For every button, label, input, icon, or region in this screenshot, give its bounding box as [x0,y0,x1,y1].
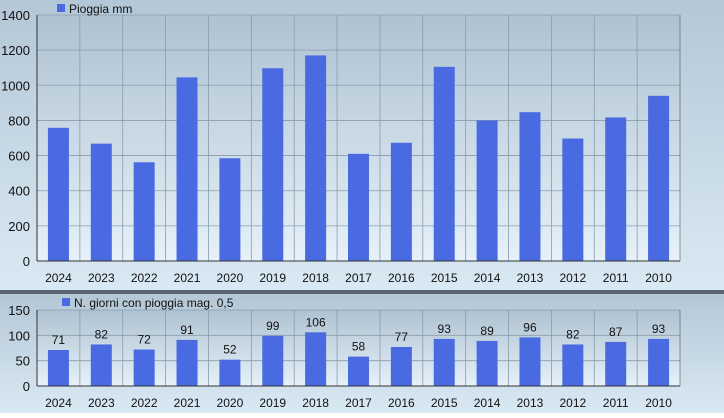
days-x-tick-label: 2024 [45,396,72,410]
days-bar [133,349,155,386]
rain-y-tick-label: 200 [8,219,30,234]
rain-bar [262,68,284,262]
rain-chart: 0 200 400 600 800 1000 1200 1400 2024 2023 2022 20… [0,0,724,290]
days-x-tick-label: 2014 [474,396,501,410]
days-data-label: 89 [480,324,494,338]
days-x-tick-label: 2023 [88,396,115,410]
rain-y-tick-label: 1400 [1,8,30,23]
rain-legend-swatch [57,4,65,12]
days-data-label: 77 [395,330,409,344]
rain-x-tick-label: 2012 [559,271,586,285]
days-x-tick-label: 2019 [259,396,286,410]
days-y-tick-label: 150 [8,303,30,318]
days-bar [90,344,112,386]
rain-x-tick-label: 2020 [217,271,244,285]
days-data-label: 71 [52,333,66,347]
days-bar [433,338,455,386]
days-x-tick-label: 2022 [131,396,158,410]
days-x-tick-label: 2011 [603,396,629,410]
days-bar [562,344,584,386]
days-bar [519,337,541,386]
days-chart: 71 82 72 91 52 99 106 58 77 93 89 96 82 87 93 0 50 100 15… [0,294,724,413]
days-x-tick-label: 2010 [645,396,672,410]
days-bar [476,340,498,386]
rain-bar [133,162,155,261]
rain-y-tick-label: 1200 [1,43,30,58]
days-data-label: 52 [223,343,237,357]
days-data-label: 99 [266,319,280,333]
rain-x-tick-label: 2022 [131,271,158,285]
days-data-label: 93 [438,322,452,336]
rain-legend-label: Pioggia mm [69,2,132,16]
rain-bar [219,158,241,261]
days-y-tick-label: 50 [16,354,30,369]
rain-y-tick-label: 400 [8,184,30,199]
days-legend-label: N. giorni con pioggia mag. 0,5 [74,296,234,310]
rain-y-tick-label: 0 [23,254,30,269]
rain-x-tick-label: 2024 [45,271,72,285]
days-data-label: 72 [137,333,151,347]
rain-bar [562,138,584,261]
rain-bar [390,142,412,261]
rain-bar [648,95,670,261]
days-data-label: 82 [95,327,109,341]
days-bar [176,339,198,386]
rain-bar [90,143,112,261]
days-y-tick-label: 100 [8,328,30,343]
rain-bar [433,66,455,261]
panel-divider [0,290,724,294]
days-x-tick-label: 2021 [174,396,201,410]
rain-x-tick-label: 2016 [388,271,415,285]
days-data-label: 93 [652,322,666,336]
rain-x-tick-label: 2019 [259,271,286,285]
rain-x-tick-label: 2010 [645,271,672,285]
days-x-tick-label: 2012 [559,396,586,410]
days-x-tick-label: 2017 [345,396,372,410]
rain-x-tick-label: 2015 [431,271,458,285]
days-bar [605,341,627,386]
rain-x-tick-label: 2014 [474,271,501,285]
days-bar [262,335,284,386]
days-bar [219,359,241,386]
rain-x-tick-label: 2017 [345,271,372,285]
days-data-label: 91 [180,323,194,337]
rain-bar [348,153,369,261]
days-data-label: 87 [609,325,623,339]
days-x-tick-label: 2016 [388,396,415,410]
days-data-label: 106 [306,315,326,329]
days-x-tick-label: 2013 [517,396,544,410]
rain-x-tick-label: 2023 [88,271,115,285]
days-bar [390,346,412,386]
rain-bar [305,55,327,261]
rain-bar [47,127,69,262]
days-data-label: 96 [523,320,537,334]
days-data-label: 82 [566,327,580,341]
rain-x-tick-label: 2011 [603,271,629,285]
rain-y-tick-label: 1000 [1,78,30,93]
days-bar [648,338,670,386]
rain-bar [476,120,498,261]
rain-bar [519,112,541,261]
days-data-label: 58 [352,340,366,354]
days-y-tick-label: 0 [23,379,30,394]
days-x-tick-label: 2020 [217,396,244,410]
rain-x-tick-label: 2013 [517,271,544,285]
days-bar [47,350,69,386]
rain-bar [176,77,198,261]
days-x-tick-label: 2018 [302,396,329,410]
days-legend-swatch [62,298,70,306]
days-bar [305,332,327,386]
rain-y-tick-label: 800 [8,113,30,128]
rain-x-tick-label: 2021 [174,271,201,285]
rain-x-tick-label: 2018 [302,271,329,285]
rain-y-tick-label: 600 [8,149,30,164]
rain-bar [605,117,627,261]
days-bar [348,356,369,386]
days-x-tick-label: 2015 [431,396,458,410]
